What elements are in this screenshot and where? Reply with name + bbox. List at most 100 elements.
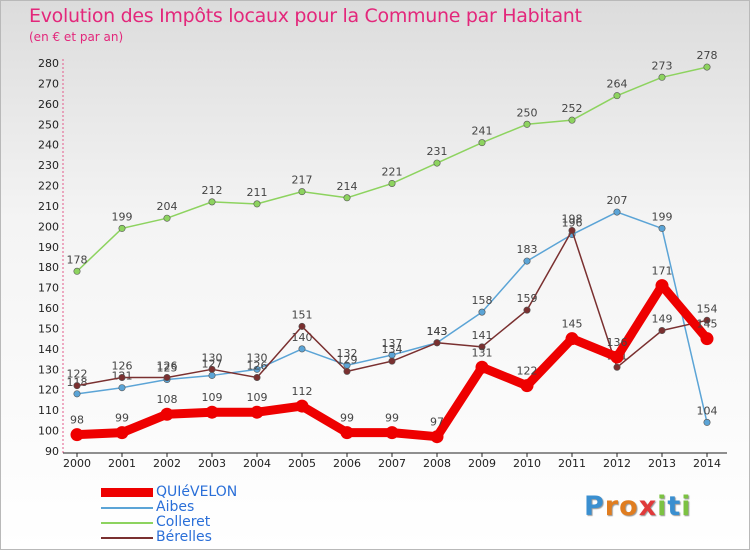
data-label: 132	[337, 347, 358, 360]
data-label: 109	[247, 391, 268, 404]
y-tick-label: 230	[38, 159, 59, 172]
data-label: 134	[382, 343, 403, 356]
data-point	[658, 327, 666, 335]
x-tick-label: 2006	[333, 457, 361, 470]
data-label: 143	[427, 325, 448, 338]
data-label: 130	[247, 351, 268, 364]
data-label: 214	[337, 180, 358, 193]
data-label: 241	[472, 125, 493, 138]
y-tick-label: 270	[38, 77, 59, 90]
data-label: 199	[652, 210, 673, 223]
proxiti-logo: Proxiti	[584, 491, 692, 522]
logo-letter: t	[667, 491, 682, 522]
data-label: 198	[562, 212, 583, 225]
data-label: 126	[247, 359, 268, 372]
data-label: 129	[337, 353, 358, 366]
data-point	[388, 357, 396, 365]
data-point	[433, 159, 441, 167]
data-label: 130	[202, 351, 223, 364]
data-point	[298, 322, 306, 330]
data-label: 207	[607, 194, 628, 207]
data-label: 264	[607, 78, 628, 91]
data-point	[340, 426, 354, 440]
data-point	[250, 405, 264, 419]
x-tick-label: 2012	[603, 457, 631, 470]
data-label: 159	[517, 292, 538, 305]
data-point	[385, 426, 399, 440]
logo-letter: i	[657, 491, 668, 522]
data-point	[70, 428, 84, 442]
data-point	[613, 92, 621, 100]
data-point	[430, 430, 444, 444]
data-label: 273	[652, 59, 673, 72]
data-point	[208, 198, 216, 206]
data-point	[388, 179, 396, 187]
legend-label: Bérelles	[156, 529, 212, 545]
y-tick-label: 240	[38, 139, 59, 152]
y-tick-label: 260	[38, 98, 59, 111]
data-label: 151	[292, 308, 313, 321]
data-point	[73, 382, 81, 390]
data-label: 109	[202, 391, 223, 404]
data-point	[433, 339, 441, 347]
data-point	[298, 345, 306, 353]
data-point	[613, 363, 621, 371]
logo-letter: o	[619, 491, 639, 522]
y-tick-label: 160	[38, 302, 59, 315]
data-point	[160, 407, 174, 421]
data-label: 212	[202, 184, 223, 197]
data-point	[253, 365, 261, 373]
y-tick-label: 210	[38, 200, 59, 213]
data-point	[295, 399, 309, 413]
y-tick-label: 130	[38, 363, 59, 376]
logo-letter: r	[604, 491, 620, 522]
data-label: 98	[70, 414, 84, 427]
y-tick-label: 190	[38, 241, 59, 254]
data-label: 126	[112, 359, 133, 372]
data-label: 122	[67, 368, 88, 381]
series-line-aibes	[76, 211, 708, 424]
data-point	[205, 405, 219, 419]
data-label: 136	[607, 336, 628, 349]
data-label: 141	[472, 329, 493, 342]
data-label: 250	[517, 106, 538, 119]
data-point	[118, 373, 126, 381]
data-label: 231	[427, 145, 448, 158]
data-label: 112	[292, 385, 313, 398]
data-label: 204	[157, 200, 178, 213]
legend-swatch	[101, 537, 153, 539]
data-label: 158	[472, 294, 493, 307]
data-point	[118, 384, 126, 392]
x-tick-label: 2010	[513, 457, 541, 470]
x-tick-label: 2001	[108, 457, 136, 470]
data-label: 127	[202, 357, 223, 370]
data-point	[703, 418, 711, 426]
y-tick-label: 250	[38, 118, 59, 131]
logo-letter: P	[584, 491, 605, 522]
x-tick-label: 2002	[153, 457, 181, 470]
chart-subtitle: (en € et par an)	[29, 30, 124, 44]
x-tick-label: 2003	[198, 457, 226, 470]
data-label: 145	[697, 318, 718, 331]
data-label: 154	[697, 302, 718, 315]
x-tick-label: 2008	[423, 457, 451, 470]
y-tick-label: 280	[38, 57, 59, 70]
y-tick-label: 150	[38, 322, 59, 335]
data-label: 131	[472, 346, 493, 359]
y-tick-label: 110	[38, 404, 59, 417]
data-label: 97	[430, 416, 444, 429]
x-tick-label: 2000	[63, 457, 91, 470]
data-point	[163, 214, 171, 222]
logo-letter: i	[681, 491, 692, 522]
data-point	[613, 208, 621, 216]
x-tick-label: 2007	[378, 457, 406, 470]
data-label: 99	[340, 412, 354, 425]
data-label: 183	[517, 243, 538, 256]
data-point	[523, 306, 531, 314]
data-point	[703, 316, 711, 324]
y-tick-label: 140	[38, 343, 59, 356]
data-label: 126	[157, 359, 178, 372]
data-point	[298, 188, 306, 196]
data-point	[208, 371, 216, 379]
